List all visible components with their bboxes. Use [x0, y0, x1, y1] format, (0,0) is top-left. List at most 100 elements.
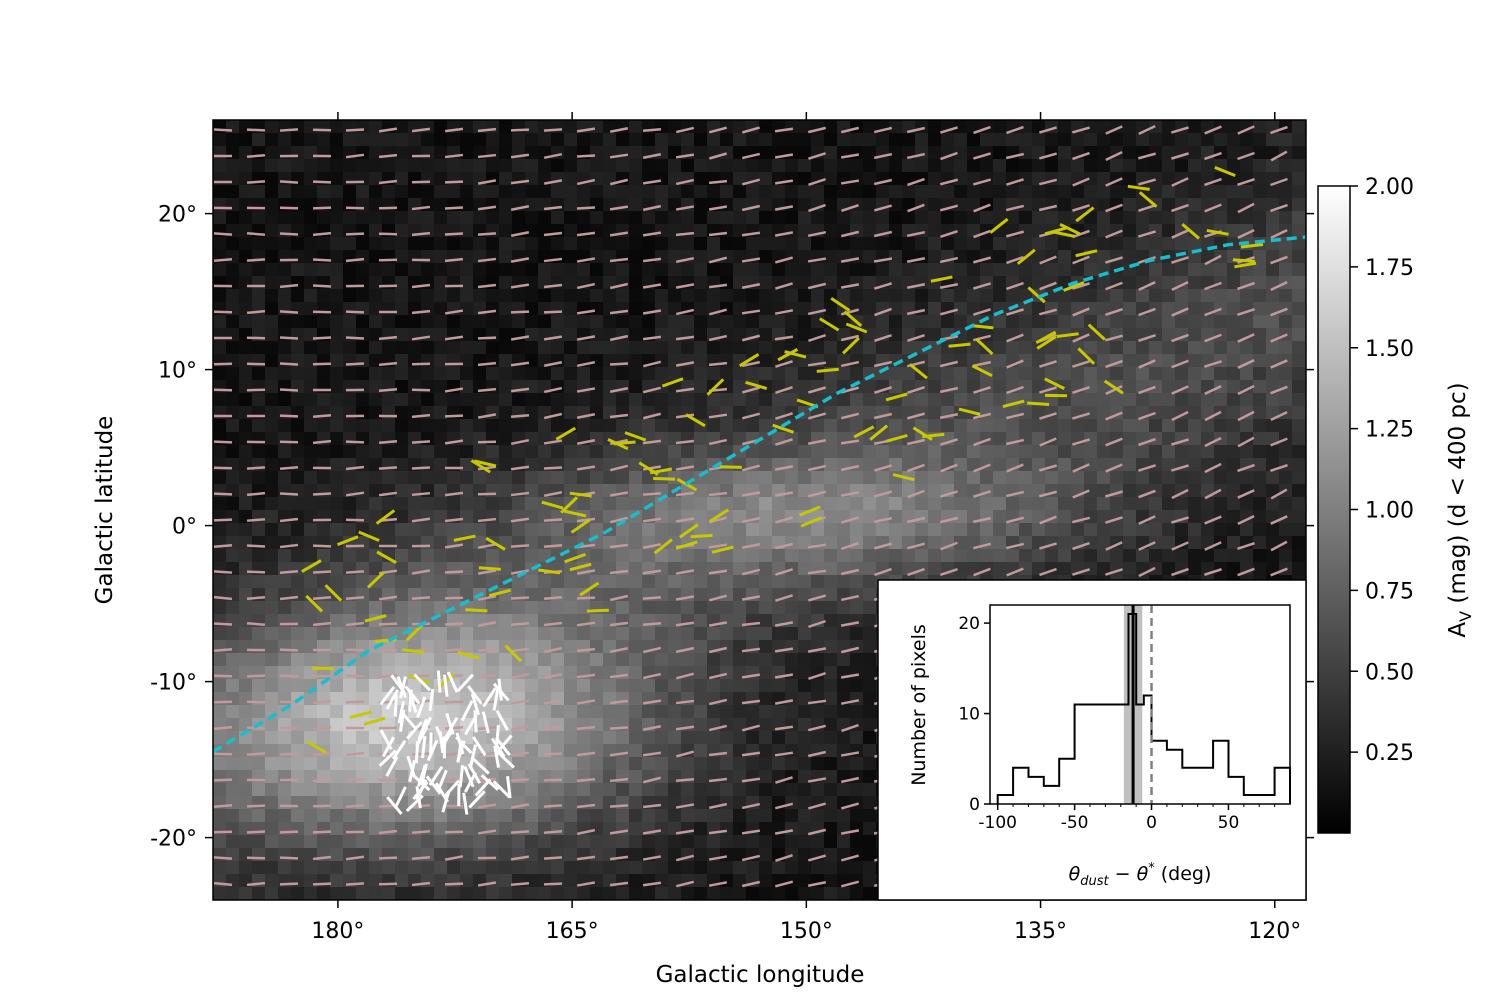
map-pixel	[460, 666, 473, 679]
map-pixel	[525, 263, 538, 276]
map-pixel	[1097, 484, 1110, 497]
map-pixel	[629, 172, 642, 185]
map-pixel	[525, 133, 538, 146]
map-pixel	[655, 159, 668, 172]
map-pixel	[694, 328, 707, 341]
map-pixel	[330, 861, 343, 874]
map-pixel	[304, 315, 317, 328]
map-pixel	[798, 146, 811, 159]
map-pixel	[343, 549, 356, 562]
map-pixel	[902, 185, 915, 198]
map-pixel	[525, 536, 538, 549]
map-pixel	[590, 562, 603, 575]
map-pixel	[421, 133, 434, 146]
map-pixel	[1279, 419, 1292, 432]
map-pixel	[772, 783, 785, 796]
map-pixel	[681, 341, 694, 354]
map-pixel	[941, 211, 954, 224]
map-pixel	[486, 575, 499, 588]
map-pixel	[1149, 328, 1162, 341]
map-pixel	[1266, 523, 1279, 536]
map-pixel	[1214, 133, 1227, 146]
map-pixel	[1266, 146, 1279, 159]
map-pixel	[720, 861, 733, 874]
map-pixel	[460, 120, 473, 133]
map-pixel	[356, 367, 369, 380]
map-pixel	[811, 393, 824, 406]
map-pixel	[928, 302, 941, 315]
map-pixel	[668, 185, 681, 198]
map-pixel	[616, 627, 629, 640]
map-pixel	[863, 185, 876, 198]
map-pixel	[824, 120, 837, 133]
map-pixel	[1149, 510, 1162, 523]
map-pixel	[824, 393, 837, 406]
map-pixel	[616, 549, 629, 562]
map-pixel	[525, 809, 538, 822]
map-pixel	[993, 510, 1006, 523]
map-pixel	[668, 757, 681, 770]
map-pixel	[694, 679, 707, 692]
map-pixel	[772, 211, 785, 224]
map-pixel	[1253, 484, 1266, 497]
map-pixel	[291, 263, 304, 276]
map-pixel	[395, 328, 408, 341]
map-pixel	[1214, 263, 1227, 276]
map-pixel	[265, 250, 278, 263]
map-pixel	[356, 549, 369, 562]
map-pixel	[330, 835, 343, 848]
map-pixel	[564, 874, 577, 887]
map-pixel	[460, 510, 473, 523]
map-pixel	[1214, 289, 1227, 302]
map-pixel	[824, 406, 837, 419]
map-pixel	[720, 692, 733, 705]
map-pixel	[460, 523, 473, 536]
map-pixel	[434, 159, 447, 172]
map-pixel	[863, 874, 876, 887]
map-pixel	[759, 523, 772, 536]
map-pixel	[1266, 497, 1279, 510]
map-pixel	[460, 445, 473, 458]
map-pixel	[1162, 211, 1175, 224]
map-pixel	[811, 653, 824, 666]
map-pixel	[343, 237, 356, 250]
map-pixel	[1110, 185, 1123, 198]
map-pixel	[603, 289, 616, 302]
map-pixel	[1032, 419, 1045, 432]
map-pixel	[1305, 328, 1306, 341]
map-pixel	[967, 328, 980, 341]
map-pixel	[967, 471, 980, 484]
map-pixel	[616, 653, 629, 666]
map-pixel	[1175, 367, 1188, 380]
map-pixel	[434, 120, 447, 133]
map-pixel	[915, 458, 928, 471]
map-pixel	[213, 393, 226, 406]
map-pixel	[460, 549, 473, 562]
map-pixel	[785, 510, 798, 523]
map-pixel	[915, 536, 928, 549]
map-pixel	[1149, 133, 1162, 146]
map-pixel	[434, 432, 447, 445]
map-pixel	[824, 614, 837, 627]
map-pixel	[447, 523, 460, 536]
map-pixel	[1253, 302, 1266, 315]
map-pixel	[902, 549, 915, 562]
map-pixel	[239, 861, 252, 874]
map-pixel	[473, 835, 486, 848]
map-pixel	[1162, 185, 1175, 198]
map-pixel	[824, 172, 837, 185]
map-pixel	[291, 588, 304, 601]
map-pixel	[629, 133, 642, 146]
map-pixel	[1292, 328, 1305, 341]
map-pixel	[499, 458, 512, 471]
map-pixel	[616, 289, 629, 302]
map-pixel	[421, 809, 434, 822]
map-pixel	[733, 588, 746, 601]
map-pixel	[369, 627, 382, 640]
map-pixel	[720, 445, 733, 458]
map-pixel	[928, 484, 941, 497]
map-pixel	[473, 315, 486, 328]
map-pixel	[434, 562, 447, 575]
map-pixel	[1253, 146, 1266, 159]
map-pixel	[733, 224, 746, 237]
